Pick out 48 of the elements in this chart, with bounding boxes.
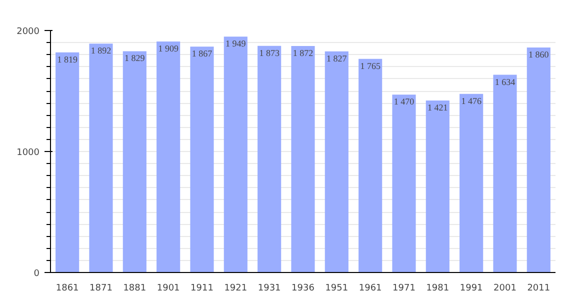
data-label: 1 872 (292, 48, 314, 58)
data-label: 1 892 (90, 46, 112, 56)
x-tick-label: 2001 (494, 284, 516, 294)
x-tick-label: 1931 (258, 284, 281, 294)
x-tick-label: 1881 (123, 284, 146, 294)
bar (156, 42, 180, 272)
bar (392, 94, 416, 272)
bar (258, 46, 282, 272)
x-tick-label: 1991 (460, 284, 483, 294)
x-tick-label: 1971 (392, 284, 416, 294)
x-tick-label: 1951 (325, 284, 348, 294)
data-label: 1 634 (494, 76, 516, 87)
data-label: 1 860 (528, 49, 550, 60)
bar (358, 58, 382, 272)
bar (324, 51, 348, 272)
data-label: 1 827 (326, 53, 348, 64)
bar (89, 44, 113, 272)
x-tick-label: 1911 (190, 284, 214, 294)
data-label: 1 476 (461, 96, 482, 106)
x-tick-label: 1981 (426, 284, 450, 294)
y-tick-label: 0 (34, 269, 40, 279)
x-tick-label: 2011 (527, 284, 550, 294)
bar (460, 94, 484, 272)
bar (493, 74, 517, 272)
x-tick-label: 1871 (90, 284, 112, 294)
x-tick-label: 1921 (224, 284, 248, 294)
bar (291, 46, 315, 272)
data-label: 1 949 (226, 38, 246, 49)
x-tick-label: 1861 (56, 284, 79, 294)
bar (122, 51, 146, 272)
data-label: 1 909 (158, 44, 179, 54)
bar (224, 36, 248, 272)
bar (426, 100, 450, 272)
data-label: 1 421 (428, 102, 448, 113)
y-tick-label: 1000 (16, 148, 40, 158)
data-label: 1 470 (394, 96, 415, 107)
bar (526, 47, 550, 272)
data-label: 1 867 (192, 48, 213, 59)
x-tick-label: 1901 (156, 284, 180, 294)
data-label: 1 873 (259, 48, 280, 58)
bar (56, 52, 80, 272)
data-label: 1 765 (360, 60, 381, 71)
bar (190, 46, 214, 272)
data-label: 1 829 (124, 53, 146, 64)
data-label: 1 819 (57, 54, 78, 64)
x-tick-label: 1936 (292, 284, 315, 294)
y-tick-label: 2000 (16, 27, 40, 37)
x-tick-label: 1961 (358, 284, 382, 294)
